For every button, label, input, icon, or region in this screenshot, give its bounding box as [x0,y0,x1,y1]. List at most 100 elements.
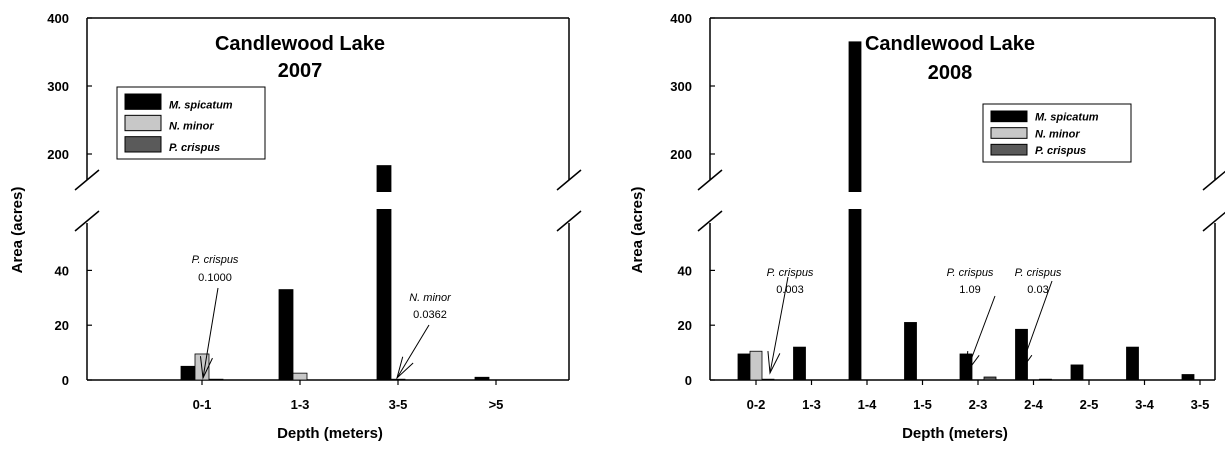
annotation-value: 0.003 [776,284,804,296]
annotation: N. minor 0.0362 [396,292,452,380]
x-tick-label: 2-4 [1024,397,1044,412]
x-tick-label: 1-3 [802,397,821,412]
bar-mspicatum [1126,346,1139,381]
bar-nminor [390,378,406,381]
bar-break-gap [848,192,862,209]
x-tick-label: >5 [489,397,504,412]
y-tick-label: 40 [678,263,692,278]
legend-label: M. spicatum [169,99,233,111]
y-tick-label: 400 [47,11,69,26]
chart-subtitle: 2007 [278,60,323,82]
bar-mspicatum [278,289,294,381]
x-axis-label: Depth (meters) [277,425,383,442]
bar-pcrispus [761,378,775,381]
left-axis-break-mark [697,169,723,191]
bar-mspicatum [848,41,862,381]
chart-subtitle: 2008 [928,62,973,84]
x-tick-label: 2-3 [969,397,988,412]
bar-mspicatum [1015,328,1028,381]
y-tick-label: 0 [62,373,69,388]
annotation-value: 0.1000 [198,272,232,284]
y-tick-label: 20 [678,318,692,333]
legend-label: P. crispus [169,142,220,154]
bar-break-gap [376,192,392,209]
annotation-species: P. crispus [192,254,239,266]
x-tick-label: 3-4 [1135,397,1155,412]
x-tick-label: 2-5 [1080,397,1099,412]
y-axis-label: Area (acres) [629,187,646,274]
bar-mspicatum [737,353,751,381]
bar-mspicatum [180,365,196,381]
annotation: P. crispus 1.09 [947,267,996,375]
annotation-value: 0.03 [1027,284,1048,296]
right-axis-break-mark [1202,211,1225,232]
y-tick-label: 0 [685,373,692,388]
annotation: P. crispus 0.003 [767,267,814,375]
annotation-species: P. crispus [767,267,814,279]
bar-mspicatum [1070,364,1084,381]
y-tick-label: 300 [670,79,692,94]
annotation-arrow-line [769,276,789,374]
y-tick-label: 300 [47,79,69,94]
x-tick-label: 3-5 [1191,397,1210,412]
y-axis-label: Area (acres) [9,187,26,274]
right-axis-break-mark [556,210,582,232]
y-tick-label: 40 [55,263,69,278]
bar-nminor [749,350,763,381]
legend-label: N. minor [1035,128,1080,140]
chart-1: 0 20 40 200 300 400 0-1 1-3 3-5 >5 Candlewood Lake… [9,11,582,442]
legend: M. spicatum N. minor P. crispus [982,103,1132,163]
bar-pcrispus [1039,378,1052,381]
x-tick-label: 0-2 [747,397,766,412]
bar-mspicatum [793,346,806,381]
x-tick-label: 1-5 [913,397,932,412]
chart-title: Candlewood Lake [215,33,385,55]
y-tick-label: 400 [670,11,692,26]
legend-label: M. spicatum [1035,112,1099,124]
y-tick-label: 200 [670,147,692,162]
chart-2: 0 20 40 200 300 400 0-2 1-3 1-4 1-5 2-3 2-4 2-5 3-4 3-… [629,11,1225,442]
annotation-species: N. minor [409,292,452,304]
legend-swatch [124,114,162,132]
bar-pcrispus [208,378,224,381]
annotation: P. crispus 0.1000 [192,254,239,380]
bar-pcrispus [983,376,997,381]
legend-label: N. minor [169,121,214,133]
y-tick-label: 200 [47,147,69,162]
legend: M. spicatum N. minor P. crispus [116,86,266,160]
annotation-arrowhead [1018,351,1033,375]
legend-swatch [124,136,162,153]
annotation-arrowhead [199,356,213,380]
left-axis-break-mark [697,210,723,232]
chart-title: Candlewood Lake [865,33,1035,55]
x-tick-label: 3-5 [389,397,408,412]
y-tick-label: 20 [55,318,69,333]
annotation-arrow-line [1018,280,1053,374]
annotation-species: P. crispus [1015,267,1062,279]
bar-mspicatum [376,165,392,381]
annotation-arrowhead [767,351,781,375]
left-axis-break-mark [74,210,100,232]
legend-label: P. crispus [1035,145,1086,157]
right-axis-break-mark [556,169,582,191]
x-tick-label: 1-3 [291,397,310,412]
legend-swatch [990,143,1028,156]
annotation-value: 1.09 [959,284,980,296]
x-axis-label: Depth (meters) [902,425,1008,442]
annotation-arrow-line [202,287,219,379]
legend-swatch [990,110,1028,123]
annotation: P. crispus 0.03 [1015,267,1062,375]
bar-mspicatum [474,376,490,381]
left-axis-break-mark [74,169,100,191]
x-tick-label: 0-1 [193,397,212,412]
legend-swatch [990,127,1028,139]
bar-mspicatum [904,322,917,381]
x-tick-label: 1-4 [858,397,878,412]
annotation-arrowhead [965,351,980,375]
annotation-arrow-line [965,295,996,374]
annotation-arrow-line [396,324,430,379]
annotation-value: 0.0362 [413,309,447,321]
annotation-arrowhead [396,356,414,380]
bar-nminor [292,372,308,381]
